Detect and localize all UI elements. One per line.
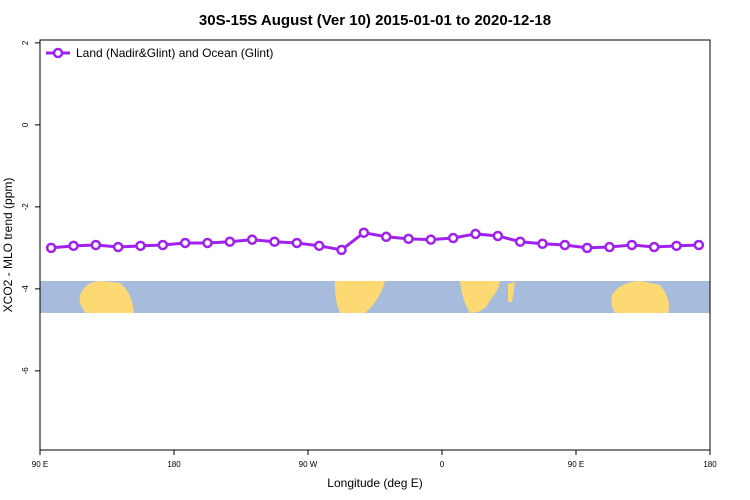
data-point [559,239,571,251]
data-point [425,234,437,245]
data-point [157,239,169,251]
data-point [604,241,615,253]
data-point [581,242,593,254]
y-tick-label: -6 [21,367,30,375]
y-tick-label: -4 [21,285,30,293]
data-point [336,244,347,256]
data-point [202,237,213,249]
data-point [380,231,392,243]
data-point [224,236,236,247]
data-point [514,236,526,247]
data-point [112,241,124,253]
data-point [358,227,370,238]
data-point [537,238,548,250]
data-point [693,239,705,251]
data-point [68,240,79,252]
y-tick-label: -2 [21,203,30,211]
data-point [291,237,303,249]
plot-frame [39,39,711,451]
data-point [269,236,280,247]
x-tick-label: 180 [167,460,181,469]
data-point [45,242,57,254]
legend-label: Land (Nadir&Glint) and Ocean (Glint) [76,46,273,60]
data-point [246,234,258,245]
data-point [447,232,459,244]
data-point [671,240,682,252]
x-tick-label: 90 E [568,460,584,469]
x-tick-label: 180 [703,460,717,469]
data-point [492,230,504,242]
x-tick-label: 90 W [299,460,318,469]
chart-title: 30S-15S August (Ver 10) 2015-01-01 to 20… [199,12,551,29]
data-point [313,240,325,252]
data-point [179,237,191,249]
data-point [648,241,660,253]
map-strip [40,281,710,313]
y-tick-label: 2 [21,40,30,45]
x-tick-label: 0 [440,460,445,469]
y-axis-label: XCO2 - MLO trend (ppm) [1,178,15,313]
y-tick-label: 0 [21,122,30,127]
legend-marker [52,47,64,59]
series-line [51,231,699,252]
x-axis-label: Longitude (deg E) [327,476,422,490]
x-tick-label: 90 E [32,460,48,469]
data-point [90,239,102,251]
data-point [403,233,414,245]
data-point [470,228,481,240]
data-point [135,240,146,252]
data-point [626,239,638,251]
